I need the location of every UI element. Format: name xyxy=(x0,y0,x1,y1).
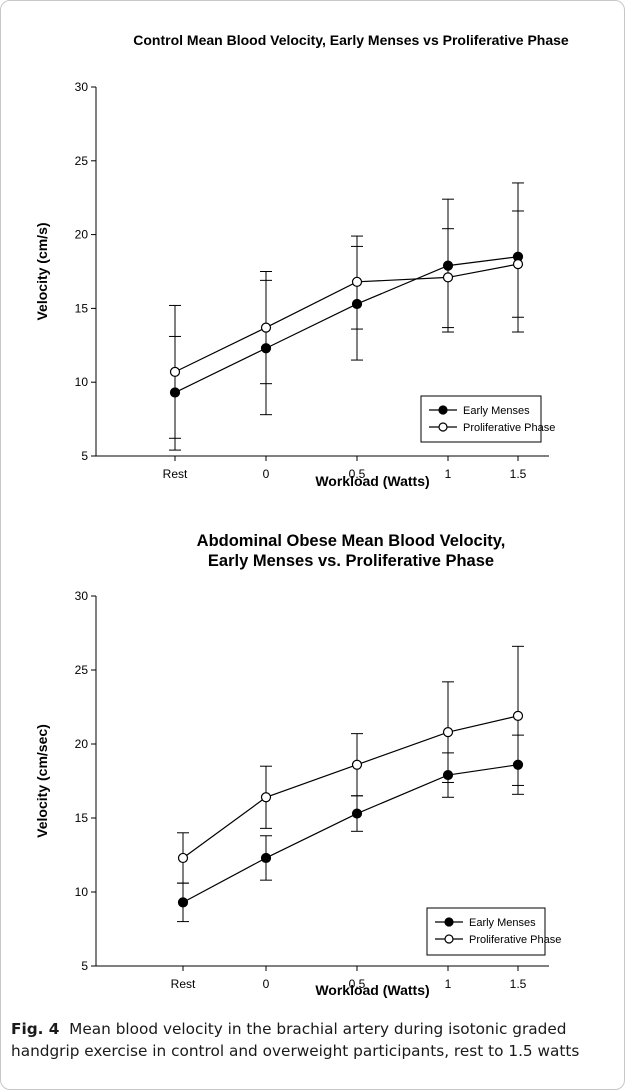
y-tick-label: 5 xyxy=(81,449,88,463)
y-tick-label: 25 xyxy=(75,663,89,677)
chart-title-line-1: Abdominal Obese Mean Blood Velocity, xyxy=(197,532,506,550)
x-tick-label: 1 xyxy=(445,467,452,481)
data-point-proliferative-phase xyxy=(442,272,454,283)
x-axis-label: Workload (Watts) xyxy=(315,473,429,489)
legend-marker-early-menses xyxy=(438,405,448,415)
legend-marker-proliferative-phase xyxy=(438,422,448,432)
y-tick-label: 15 xyxy=(75,811,89,825)
chart-title-line-2: Early Menses vs. Proliferative Phase xyxy=(208,552,494,570)
chart-abdominal-obese: Abdominal Obese Mean Blood Velocity, Earl… xyxy=(34,532,561,998)
data-point-early-menses xyxy=(351,808,363,819)
x-tick-label: Rest xyxy=(171,977,196,991)
x-tick-label: 1 xyxy=(445,977,452,991)
caption-text: Mean blood velocity in the brachial arte… xyxy=(11,1020,580,1060)
data-point-proliferative-phase xyxy=(169,366,181,377)
x-tick-label: 0.5 xyxy=(349,467,366,481)
x-tick-label: 0 xyxy=(263,467,270,481)
series-line-early-menses xyxy=(174,256,519,394)
y-tick-label: 20 xyxy=(75,228,89,242)
y-tick-label: 30 xyxy=(75,80,89,94)
x-tick-label: 0.5 xyxy=(349,977,366,991)
legend-box xyxy=(420,395,542,443)
data-point-proliferative-phase xyxy=(260,322,272,333)
x-tick-label: 1.5 xyxy=(510,977,527,991)
legend-label-proliferative-phase: Proliferative Phase xyxy=(463,422,555,434)
x-tick-label: Rest xyxy=(163,467,188,481)
y-tick-label: 10 xyxy=(75,375,89,389)
y-tick-label: 5 xyxy=(81,959,88,973)
data-point-proliferative-phase xyxy=(260,792,272,803)
series-line-proliferative-phase xyxy=(174,263,519,373)
chart-title: Control Mean Blood Velocity, Early Mense… xyxy=(133,32,569,48)
y-tick-label: 20 xyxy=(75,737,89,751)
legend-label-early-menses: Early Menses xyxy=(469,917,536,929)
y-tick-label: 10 xyxy=(75,885,89,899)
x-tick-label: 0 xyxy=(263,977,270,991)
figure-caption: Fig. 4 Mean blood velocity in the brachi… xyxy=(11,1018,617,1062)
x-tick-label: 1.5 xyxy=(510,467,527,481)
y-axis-label: Velocity (cm/sec) xyxy=(34,724,50,838)
data-point-early-menses xyxy=(260,852,272,864)
series-line-proliferative-phase xyxy=(182,715,519,859)
data-point-proliferative-phase xyxy=(442,727,454,738)
chart-control: Control Mean Blood Velocity, Early Mense… xyxy=(34,32,569,489)
data-point-proliferative-phase xyxy=(351,759,363,770)
y-tick-label: 25 xyxy=(75,154,89,168)
legend-marker-early-menses xyxy=(444,917,454,927)
data-point-proliferative-phase xyxy=(177,852,189,864)
legend-label-proliferative-phase: Proliferative Phase xyxy=(469,934,561,946)
figure-charts: Control Mean Blood Velocity, Early Mense… xyxy=(34,32,569,998)
data-point-proliferative-phase xyxy=(351,276,363,287)
x-axis-label: Workload (Watts) xyxy=(315,982,429,998)
caption-label: Fig. 4 xyxy=(11,1020,60,1038)
data-point-proliferative-phase xyxy=(512,710,524,721)
y-tick-label: 30 xyxy=(75,589,89,603)
y-axis-label: Velocity (cm/s) xyxy=(34,222,50,320)
legend-label-early-menses: Early Menses xyxy=(463,405,530,417)
data-point-proliferative-phase xyxy=(512,259,524,270)
legend-marker-proliferative-phase xyxy=(444,934,454,944)
legend-box xyxy=(426,907,546,956)
y-tick-label: 15 xyxy=(75,301,89,315)
series-line-early-menses xyxy=(182,764,519,903)
data-point-early-menses xyxy=(177,897,189,908)
